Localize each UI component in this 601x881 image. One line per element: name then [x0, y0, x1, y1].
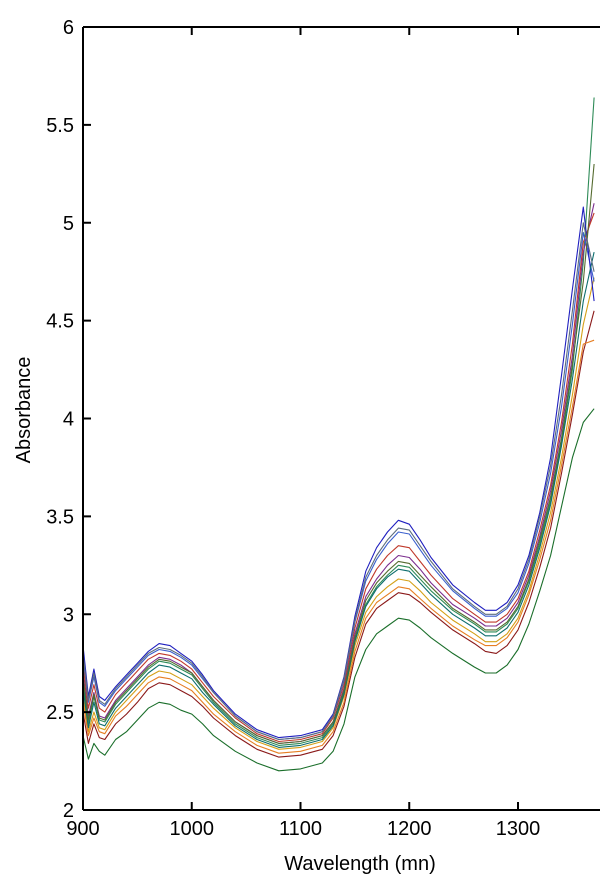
- series-line-6: [82, 212, 595, 743]
- series-line-11: [82, 163, 595, 744]
- series-line-3: [82, 277, 595, 750]
- series-line-4: [82, 97, 595, 746]
- x-tick-label: 1100: [279, 818, 322, 840]
- x-ticks: 900 1000 1100 1200 1300: [66, 27, 540, 840]
- y-tick-label: 6: [63, 17, 74, 39]
- y-tick-label: 4: [63, 409, 74, 431]
- y-tick-label: 2.5: [46, 702, 74, 724]
- y-tick-label: 5.5: [46, 115, 74, 137]
- x-tick-label: 1200: [387, 818, 432, 840]
- y-tick-label: 4.5: [46, 311, 74, 333]
- x-tick-label: 900: [66, 818, 99, 840]
- y-tick-label: 3.5: [46, 506, 74, 528]
- series-line-9: [82, 251, 595, 748]
- series-line-5: [82, 203, 595, 744]
- series-line-10: [82, 339, 595, 754]
- series-line-1: [82, 408, 595, 772]
- x-tick-label: 1000: [170, 818, 215, 840]
- y-tick-label: 2: [63, 800, 74, 822]
- y-ticks: 2 2.5 3 3.5 4 4.5 5 5.5 6: [46, 17, 91, 822]
- series-group: [82, 97, 595, 772]
- plot-area: 900 1000 1100 1200 1300 2 2.5 3 3.5 4 4.5 5 5.5 6: [46, 17, 600, 840]
- series-line-2: [82, 310, 595, 758]
- y-tick-label: 3: [63, 604, 74, 626]
- series-line-8: [82, 206, 595, 739]
- series-line-12: [82, 222, 595, 741]
- x-tick-label: 1300: [496, 818, 541, 840]
- y-tick-label: 5: [63, 213, 74, 235]
- series-line-7: [82, 231, 595, 741]
- x-axis-label: Wavelength (mn): [284, 853, 436, 875]
- y-axis-label: Absorbance: [13, 357, 35, 464]
